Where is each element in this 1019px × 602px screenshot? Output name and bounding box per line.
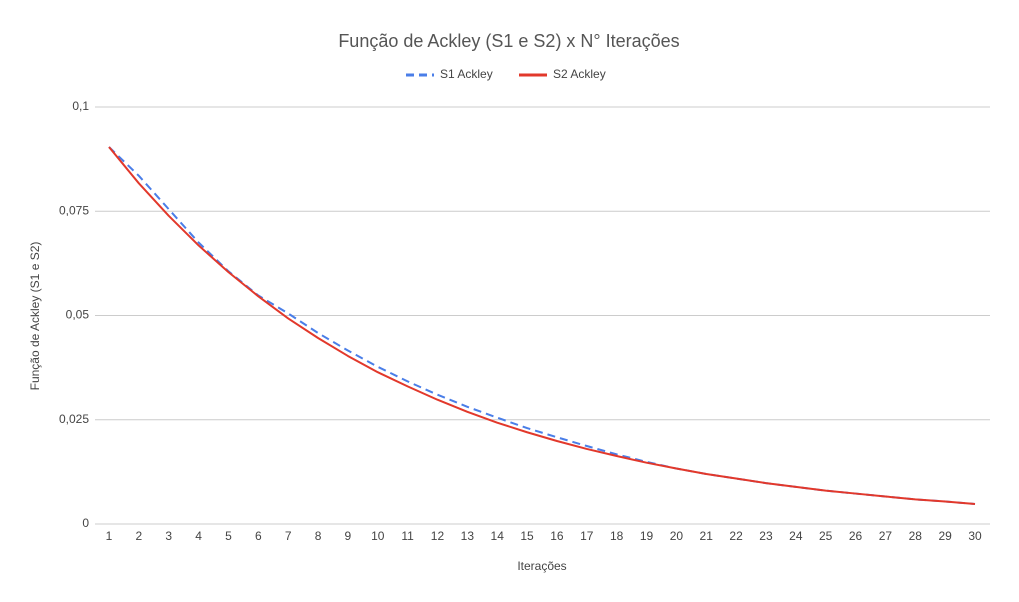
x-tick-label: 24 <box>789 529 803 543</box>
y-tick-label: 0 <box>82 516 89 530</box>
y-axis-title: Função de Ackley (S1 e S2) <box>28 242 42 391</box>
x-tick-label: 28 <box>909 529 923 543</box>
x-tick-label: 13 <box>461 529 475 543</box>
x-tick-label: 27 <box>879 529 893 543</box>
x-tick-label: 21 <box>700 529 714 543</box>
y-tick-label: 0,05 <box>66 308 90 322</box>
legend-label: S2 Ackley <box>553 67 606 81</box>
x-tick-label: 6 <box>255 529 262 543</box>
x-tick-label: 15 <box>520 529 534 543</box>
x-tick-label: 30 <box>968 529 982 543</box>
x-tick-label: 4 <box>195 529 202 543</box>
x-tick-label: 26 <box>849 529 863 543</box>
x-axis-title: Iterações <box>517 559 566 573</box>
chart-title: Função de Ackley (S1 e S2) x N° Iteraçõe… <box>338 31 679 51</box>
legend-label: S1 Ackley <box>440 67 493 81</box>
x-tick-label: 10 <box>371 529 385 543</box>
x-tick-label: 2 <box>136 529 143 543</box>
x-tick-label: 5 <box>225 529 232 543</box>
x-tick-label: 29 <box>938 529 952 543</box>
x-tick-label: 3 <box>165 529 172 543</box>
x-tick-label: 17 <box>580 529 594 543</box>
x-tick-label: 12 <box>431 529 445 543</box>
x-tick-label: 11 <box>401 529 414 543</box>
x-tick-label: 8 <box>315 529 322 543</box>
y-tick-label: 0,025 <box>59 412 89 426</box>
x-tick-label: 1 <box>106 529 113 543</box>
y-tick-label: 0,075 <box>59 203 89 217</box>
x-tick-label: 22 <box>729 529 743 543</box>
x-tick-label: 9 <box>345 529 352 543</box>
x-tick-label: 14 <box>491 529 505 543</box>
series-line <box>108 146 976 505</box>
x-tick-label: 23 <box>759 529 773 543</box>
series-line <box>108 146 976 505</box>
x-tick-label: 16 <box>550 529 564 543</box>
x-tick-label: 25 <box>819 529 833 543</box>
x-tick-label: 20 <box>670 529 684 543</box>
x-tick-label: 19 <box>640 529 654 543</box>
y-tick-label: 0,1 <box>72 99 89 113</box>
x-tick-label: 7 <box>285 529 292 543</box>
x-tick-label: 18 <box>610 529 624 543</box>
